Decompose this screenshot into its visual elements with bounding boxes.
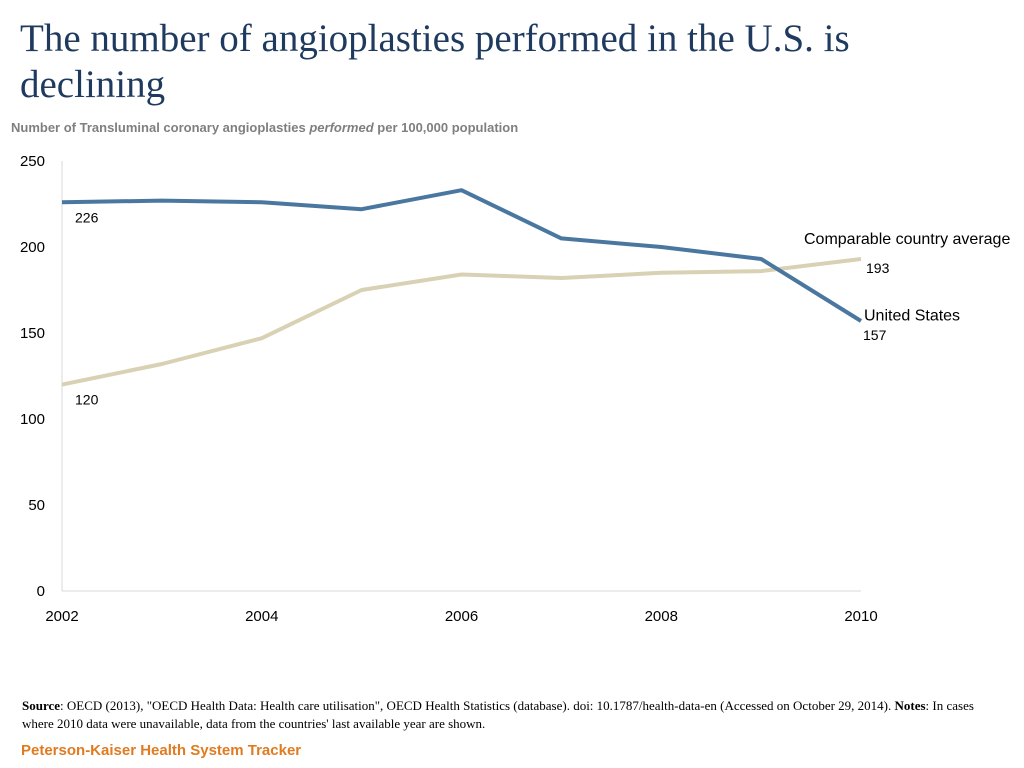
y-tick-label: 150 <box>20 325 45 342</box>
x-tick-label: 2008 <box>645 608 678 625</box>
source-note: Source: OECD (2013), "OECD Health Data: … <box>22 697 1007 733</box>
chart-subtitle: Number of Transluminal coronary angiopla… <box>11 120 518 135</box>
series-line-comparable-country-average <box>61 257 862 387</box>
series-name-us: United States <box>864 307 960 324</box>
x-axis-ticks: 2002 2004 2006 2008 2010 <box>45 608 877 625</box>
y-tick-label: 200 <box>20 239 45 256</box>
x-tick-label: 2006 <box>445 608 478 625</box>
x-tick-label: 2004 <box>245 608 278 625</box>
notes-label: Notes <box>894 698 926 713</box>
series-name-comparable: Comparable country average <box>804 231 1010 248</box>
series-lines <box>61 188 863 387</box>
data-label-comparable-start: 120 <box>75 392 99 408</box>
subtitle-text-start: Number of Transluminal coronary angiopla… <box>11 120 310 135</box>
data-label-us-end: 157 <box>863 327 887 343</box>
source-label: Source <box>22 698 61 713</box>
series-line-united-states <box>61 188 863 323</box>
data-label-us-start: 226 <box>75 209 99 225</box>
x-tick-label: 2010 <box>844 608 877 625</box>
data-label-comparable-end: 193 <box>866 260 890 276</box>
notes-text: : In cases where 2010 data were unavaila… <box>22 698 974 731</box>
y-tick-label: 50 <box>28 497 45 514</box>
page-title: The number of angioplasties performed in… <box>20 17 850 106</box>
x-tick-label: 2002 <box>45 608 78 625</box>
brand-name: Peterson-Kaiser Health System Tracker <box>21 742 302 759</box>
series-labels: 226 120 Comparable country average 193 Unite… <box>75 209 1010 407</box>
y-tick-label: 0 <box>37 583 45 600</box>
subtitle-text-end: per 100,000 population <box>373 120 519 135</box>
source-text: : OECD (2013), "OECD Health Data: Health… <box>60 698 895 713</box>
subtitle-emphasis: performed <box>309 120 374 135</box>
y-tick-label: 100 <box>20 411 45 428</box>
chart-axes <box>61 161 861 592</box>
line-chart: 0 50 100 150 200 250 2002 2004 2006 2008 2010 226… <box>20 153 1010 625</box>
y-tick-label: 250 <box>20 153 45 170</box>
y-axis-ticks: 0 50 100 150 200 250 <box>20 153 45 600</box>
